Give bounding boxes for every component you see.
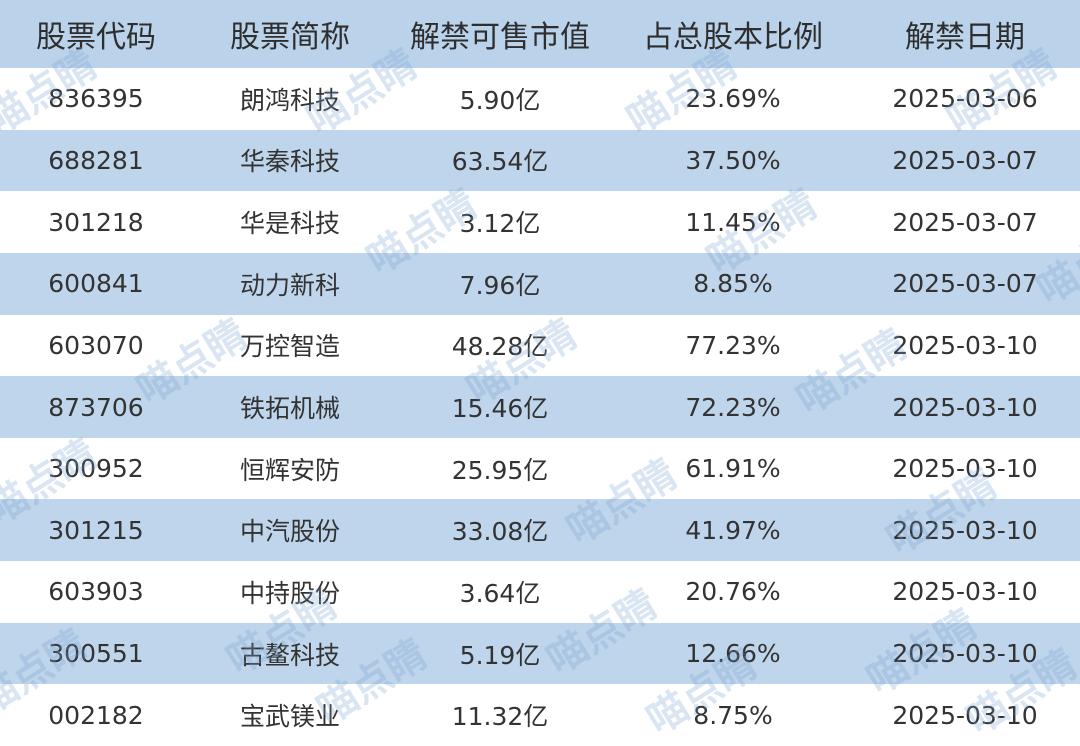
table-cell: 300952 xyxy=(48,454,144,484)
table-cell: 23.69% xyxy=(685,84,781,114)
table-cell: 动力新科 xyxy=(239,270,341,300)
table-cell: 3.64亿 xyxy=(459,578,541,608)
table-cell: 15.46亿 xyxy=(451,394,549,423)
table-cell: 2025-03-10 xyxy=(892,700,1038,730)
table-row: 688281 华秦科技 63.54亿 37.50% 2025-03-07 xyxy=(0,129,1080,192)
table-cell: 5.90亿 xyxy=(459,85,541,115)
table-cell: 300551 xyxy=(48,639,144,669)
table-row: 002182 宝武镁业 11.32亿 8.75% 2025-03-10 xyxy=(0,684,1080,746)
table-cell: 2025-03-06 xyxy=(892,84,1038,114)
table-cell: 朗鸿科技 xyxy=(239,85,341,115)
table-cell: 72.23% xyxy=(685,392,781,422)
table-cell: 3.12亿 xyxy=(459,209,541,239)
table-row: 873706 铁拓机械 15.46亿 72.23% 2025-03-10 xyxy=(0,376,1080,438)
table-cell: 63.54亿 xyxy=(451,147,549,177)
table-cell: 41.97% xyxy=(685,515,781,545)
table-cell: 603070 xyxy=(48,330,144,360)
table-row: 300952 恒辉安防 25.95亿 61.91% 2025-03-10 xyxy=(0,438,1080,500)
table-row: 301215 中汽股份 33.08亿 41.97% 2025-03-10 xyxy=(0,499,1080,562)
table-cell: 万控智造 xyxy=(239,332,341,362)
table-row: 600841 动力新科 7.96亿 8.85% 2025-03-07 xyxy=(0,252,1080,315)
table-cell: 301215 xyxy=(48,515,144,545)
header-cell: 占总股本比例 xyxy=(643,20,823,55)
table-cell: 7.96亿 xyxy=(459,270,541,300)
table-cell: 宝武镁业 xyxy=(239,702,341,732)
table-cell: 2025-03-10 xyxy=(892,515,1038,545)
table-cell: 2025-03-10 xyxy=(892,330,1038,360)
table-row: 300551 古鳌科技 5.19亿 12.66% 2025-03-10 xyxy=(0,622,1080,685)
table-cell: 77.23% xyxy=(685,330,781,360)
table-cell: 688281 xyxy=(48,145,144,175)
header-cell: 股票代码 xyxy=(36,20,156,55)
table-cell: 5.19亿 xyxy=(459,640,541,670)
table-cell: 48.28亿 xyxy=(451,332,549,362)
table-cell: 25.95亿 xyxy=(451,455,549,485)
table-cell: 33.08亿 xyxy=(451,517,549,547)
table-row: 301218 华是科技 3.12亿 11.45% 2025-03-07 xyxy=(0,191,1080,253)
header-cell: 解禁日期 xyxy=(905,20,1025,55)
table-cell: 8.85% xyxy=(693,269,773,299)
table-cell: 11.45% xyxy=(685,207,781,237)
table-cell: 002182 xyxy=(48,700,144,730)
table-cell: 古鳌科技 xyxy=(239,640,341,670)
table-cell: 中汽股份 xyxy=(239,517,341,547)
table-cell: 301218 xyxy=(48,207,144,237)
table-cell: 8.75% xyxy=(693,700,773,730)
table-cell: 2025-03-10 xyxy=(892,454,1038,484)
table-row: 603903 中持股份 3.64亿 20.76% 2025-03-10 xyxy=(0,561,1080,623)
table-row: 603070 万控智造 48.28亿 77.23% 2025-03-10 xyxy=(0,315,1080,377)
table-cell: 2025-03-07 xyxy=(892,269,1038,299)
table-cell: 600841 xyxy=(48,269,144,299)
table-cell: 11.32亿 xyxy=(451,702,549,732)
header-cell: 股票简称 xyxy=(230,20,350,55)
table-cell: 2025-03-07 xyxy=(892,145,1038,175)
header-cell: 解禁可售市值 xyxy=(410,20,590,55)
table-cell: 华是科技 xyxy=(239,209,341,239)
table-cell: 2025-03-10 xyxy=(892,639,1038,669)
table-cell: 873706 xyxy=(48,392,144,422)
table-row: 836395 朗鸿科技 5.90亿 23.69% 2025-03-06 xyxy=(0,68,1080,130)
table-cell: 华秦科技 xyxy=(239,147,341,177)
table-cell: 61.91% xyxy=(685,454,781,484)
table-cell: 2025-03-10 xyxy=(892,392,1038,422)
header-row: 股票代码 股票简称 解禁可售市值 占总股本比例 解禁日期 xyxy=(0,0,1080,68)
table-cell: 恒辉安防 xyxy=(239,455,341,485)
table-cell: 铁拓机械 xyxy=(239,394,341,423)
table-cell: 836395 xyxy=(48,84,144,114)
table-cell: 20.76% xyxy=(685,577,781,607)
table-cell: 2025-03-10 xyxy=(892,577,1038,607)
table-cell: 12.66% xyxy=(685,639,781,669)
table-cell: 2025-03-07 xyxy=(892,207,1038,237)
table-cell: 603903 xyxy=(48,577,144,607)
table-cell: 中持股份 xyxy=(239,578,341,608)
table-cell: 37.50% xyxy=(685,145,781,175)
